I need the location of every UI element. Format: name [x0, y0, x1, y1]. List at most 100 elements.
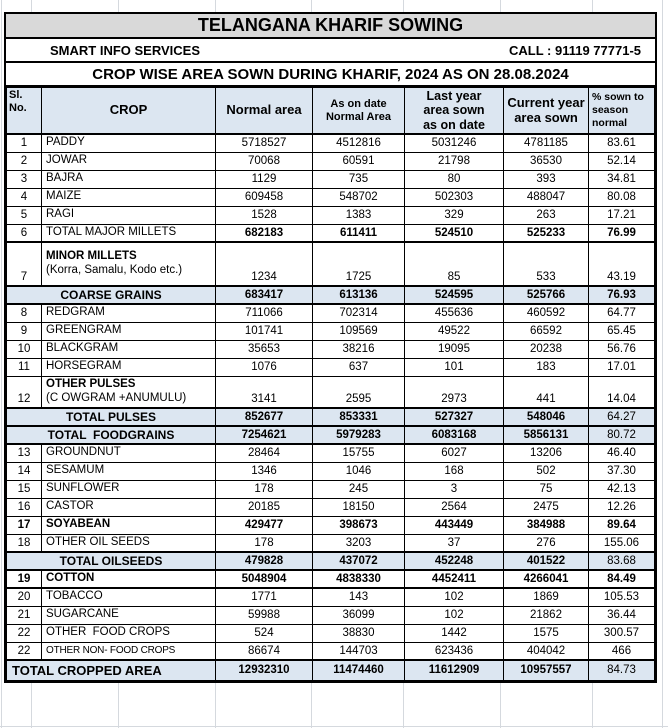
value-cell: 36099: [312, 605, 405, 625]
crop-cell: JOWAR: [41, 151, 216, 171]
value-cell: 4838330: [312, 569, 405, 590]
value-cell: 38830: [312, 623, 405, 643]
crop-cell: BLACKGRAM: [41, 339, 216, 359]
value-cell: 18150: [312, 497, 405, 517]
table-row: TOTAL FOODGRAINS 7254621 5979283 6083168 585…: [6, 425, 655, 446]
serial-cell: 9: [6, 321, 42, 341]
crop-name: SUNFLOWER: [46, 482, 120, 495]
serial-cell: 1: [6, 133, 42, 153]
value-cell: 1383: [312, 205, 405, 225]
crop-cell: BAJRA: [41, 169, 216, 189]
table-row: 14 SESAMUM 1346 1046 168 502 37.30: [6, 461, 655, 481]
value-cell: 20238: [503, 339, 589, 359]
value-cell: 89.64: [588, 515, 655, 535]
serial-cell: 2: [6, 151, 42, 171]
value-cell: 49522: [404, 321, 504, 341]
value-cell: 70068: [215, 151, 313, 171]
value-cell: 102: [404, 605, 504, 625]
value-cell: 19095: [404, 339, 504, 359]
value-cell: 1771: [215, 587, 313, 607]
serial-cell: 16: [6, 497, 42, 517]
report-banner: CROP WISE AREA SOWN DURING KHARIF, 2024 …: [6, 63, 655, 87]
value-cell: 2595: [312, 375, 405, 409]
crop-name: OTHER NON- FOOD CROPS: [46, 644, 176, 656]
table-row: TOTAL CROPPED AREA 12932310 11474460 116129…: [6, 659, 655, 681]
value-cell: 52.14: [588, 151, 655, 171]
value-cell: 64.77: [588, 303, 655, 323]
crop-cell: OTHER NON- FOOD CROPS: [41, 641, 216, 661]
crop-name: MAIZE: [46, 190, 82, 203]
serial-cell: 17: [6, 515, 42, 535]
crop-name: BLACKGRAM: [46, 342, 119, 355]
value-cell: 17.01: [588, 357, 655, 377]
header-currentyear-area-sown: Current year area sown: [503, 87, 589, 136]
serial-cell: 12: [6, 375, 42, 409]
value-cell: 1129: [215, 169, 313, 189]
value-cell: 36530: [503, 151, 589, 171]
value-cell: 455636: [404, 303, 504, 323]
value-cell: 84.49: [588, 569, 655, 590]
value-cell: 5979283: [312, 425, 405, 446]
crop-cell: MAIZE: [41, 187, 216, 207]
value-cell: 452248: [404, 551, 504, 572]
crop-name: OTHER OIL SEEDS: [46, 535, 150, 548]
crop-report: TELANGANA KHARIF SOWING SMART INFO SERVI…: [4, 12, 657, 683]
crop-name: HORSEGRAM: [46, 360, 122, 373]
value-cell: 5718527: [215, 133, 313, 153]
table-row: 12 OTHER PULSES (C OWGRAM +ANUMULU) 3141 259…: [6, 375, 655, 409]
table-row: 5 RAGI 1528 1383 329 263 17.21: [6, 205, 655, 225]
value-cell: 263: [503, 205, 589, 225]
value-cell: 527327: [404, 407, 504, 428]
value-cell: 35653: [215, 339, 313, 359]
value-cell: 80: [404, 169, 504, 189]
value-cell: 1046: [312, 461, 405, 481]
crop-cell: OTHER PULSES (C OWGRAM +ANUMULU): [41, 375, 216, 409]
value-cell: 702314: [312, 303, 405, 323]
value-cell: 525766: [503, 285, 589, 306]
value-cell: 66592: [503, 321, 589, 341]
value-cell: 21798: [404, 151, 504, 171]
value-cell: 75: [503, 479, 589, 499]
crop-name: BAJRA: [46, 172, 84, 185]
header-normal-area: Normal area: [215, 87, 313, 136]
serial-cell: 19: [6, 569, 42, 590]
crop-cell: CASTOR: [41, 497, 216, 517]
crop-cell: COTTON: [41, 569, 216, 590]
value-cell: 5031246: [404, 133, 504, 153]
value-cell: 56.76: [588, 339, 655, 359]
table-row: 3 BAJRA 1129 735 80 393 34.81: [6, 169, 655, 189]
value-cell: 12.26: [588, 497, 655, 517]
crop-name: OTHER PULSES: [46, 378, 136, 391]
gridline: [1, 0, 2, 728]
value-cell: 502: [503, 461, 589, 481]
value-cell: 437072: [312, 551, 405, 572]
value-cell: 613136: [312, 285, 405, 306]
value-cell: 5856131: [503, 425, 589, 446]
value-cell: 64.27: [588, 407, 655, 428]
table-row: TOTAL PULSES 852677 853331 527327 548046 64.2…: [6, 407, 655, 428]
value-cell: 83.61: [588, 133, 655, 153]
serial-cell: 13: [6, 443, 42, 463]
table-row: 1 PADDY 5718527 4512816 5031246 4781185 83.61: [6, 133, 655, 153]
value-cell: 1869: [503, 587, 589, 607]
value-cell: 15755: [312, 443, 405, 463]
value-cell: 84.73: [588, 659, 655, 681]
value-cell: 37: [404, 533, 504, 553]
value-cell: 76.93: [588, 285, 655, 306]
value-cell: 502303: [404, 187, 504, 207]
value-cell: 12932310: [215, 659, 313, 681]
crop-table-header: Sl. No. CROP Normal area As on date Norm…: [6, 87, 655, 136]
crop-name: SOYABEAN: [46, 518, 111, 531]
serial-cell: 11: [6, 357, 42, 377]
table-row: 17 SOYABEAN 429477 398673 443449 384988 89.64: [6, 515, 655, 535]
value-cell: 329: [404, 205, 504, 225]
value-cell: 1234: [215, 241, 313, 287]
value-cell: 183: [503, 357, 589, 377]
header-row: Sl. No. CROP Normal area As on date Norm…: [6, 87, 655, 136]
provider-bar: SMART INFO SERVICES CALL : 91119 77771-5: [6, 39, 655, 63]
value-cell: 524: [215, 623, 313, 643]
value-cell: 711066: [215, 303, 313, 323]
table-row: 6 TOTAL MAJOR MILLETS 682183 611411 524510 52…: [6, 223, 655, 244]
value-cell: 488047: [503, 187, 589, 207]
crop-cell: MINOR MILLETS (Korra, Samalu, Kodo etc.): [41, 241, 216, 287]
